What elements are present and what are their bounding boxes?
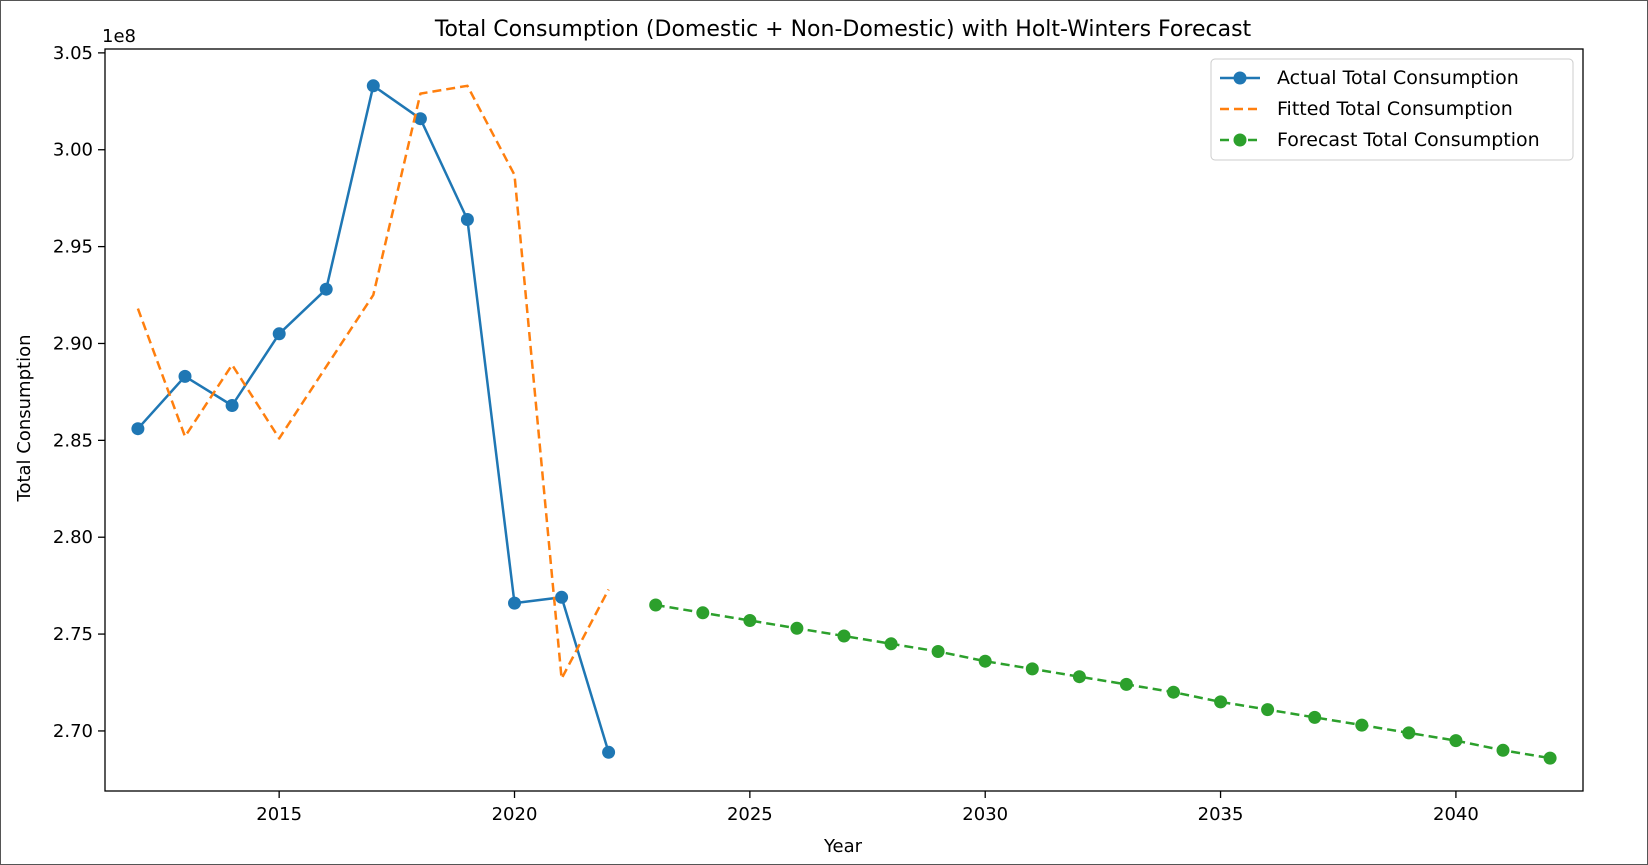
data-point-2-2 — [743, 614, 757, 627]
legend-marker-actual — [1233, 71, 1247, 85]
data-point-0-10 — [602, 745, 616, 759]
legend-entry-forecast: Forecast Total Consumption — [1220, 129, 1540, 151]
legend-label-fitted: Fitted Total Consumption — [1277, 98, 1513, 120]
data-point-0-8 — [508, 596, 521, 610]
y-tick-label: 2.90 — [53, 333, 93, 354]
series-line-1 — [136, 84, 610, 680]
data-point-2-11 — [1167, 685, 1180, 699]
legend-box — [1210, 58, 1574, 161]
series-line-2 — [655, 603, 1551, 760]
data-point-2-4 — [837, 629, 851, 643]
x-tick-label: 2015 — [256, 804, 302, 825]
data-point-0-9 — [555, 590, 569, 604]
data-point-2-9 — [1072, 670, 1086, 684]
x-tick-label: 2025 — [727, 804, 773, 825]
x-tick-label: 2040 — [1433, 804, 1479, 825]
data-point-0-3 — [272, 327, 286, 341]
data-point-2-7 — [978, 654, 992, 668]
data-point-0-6 — [413, 112, 427, 126]
data-point-2-13 — [1261, 703, 1275, 717]
data-point-0-2 — [225, 399, 239, 412]
plot-area: 2015 2020 2025 2030 2035 2040 2.70 2.75 2.80 2.85… — [53, 43, 1584, 825]
y-tick-label: 2.70 — [53, 721, 93, 742]
x-axis-title: Year — [823, 836, 863, 857]
legend-marker-forecast — [1233, 133, 1247, 147]
y-tick-label: 2.85 — [53, 430, 93, 451]
data-point-2-19 — [1543, 751, 1557, 765]
data-point-0-5 — [366, 79, 380, 93]
data-point-2-17 — [1449, 734, 1463, 748]
y-tick-label: 2.75 — [53, 624, 93, 645]
y-tick-label: 3.05 — [53, 43, 93, 64]
data-point-2-14 — [1308, 710, 1322, 724]
data-point-2-16 — [1402, 726, 1416, 740]
x-tick-label: 2030 — [962, 804, 1008, 825]
x-tick-label: 2035 — [1198, 804, 1244, 825]
legend: Actual Total Consumption Fitted Total Co… — [1210, 58, 1574, 161]
chart-title: Total Consumption (Domestic + Non-Domest… — [434, 17, 1252, 42]
data-point-0-4 — [319, 282, 333, 296]
legend-entry-actual: Actual Total Consumption — [1220, 67, 1519, 89]
data-point-2-1 — [696, 606, 710, 620]
data-point-2-12 — [1214, 695, 1228, 709]
y-tick-label: 3.00 — [53, 140, 93, 161]
data-point-0-1 — [178, 369, 192, 383]
data-point-2-5 — [884, 637, 898, 651]
data-point-0-7 — [460, 213, 474, 226]
y-axis-offset-label: 1e8 — [102, 26, 136, 47]
axes-frame — [104, 48, 1584, 792]
legend-label-actual: Actual Total Consumption — [1277, 67, 1519, 89]
data-point-2-3 — [790, 621, 804, 635]
data-point-2-15 — [1355, 718, 1369, 732]
data-point-2-6 — [931, 645, 945, 658]
data-point-2-18 — [1496, 743, 1510, 757]
data-point-0-0 — [131, 422, 145, 436]
y-tick-label: 2.95 — [53, 237, 93, 258]
y-tick-label: 2.80 — [53, 527, 93, 548]
x-tick-label: 2020 — [492, 804, 538, 825]
data-point-2-10 — [1119, 677, 1133, 691]
legend-entry-fitted: Fitted Total Consumption — [1220, 98, 1513, 120]
legend-label-forecast: Forecast Total Consumption — [1277, 129, 1540, 151]
data-point-2-0 — [649, 598, 663, 612]
data-point-2-8 — [1025, 662, 1039, 676]
y-axis-title: Total Consumption — [14, 335, 35, 503]
